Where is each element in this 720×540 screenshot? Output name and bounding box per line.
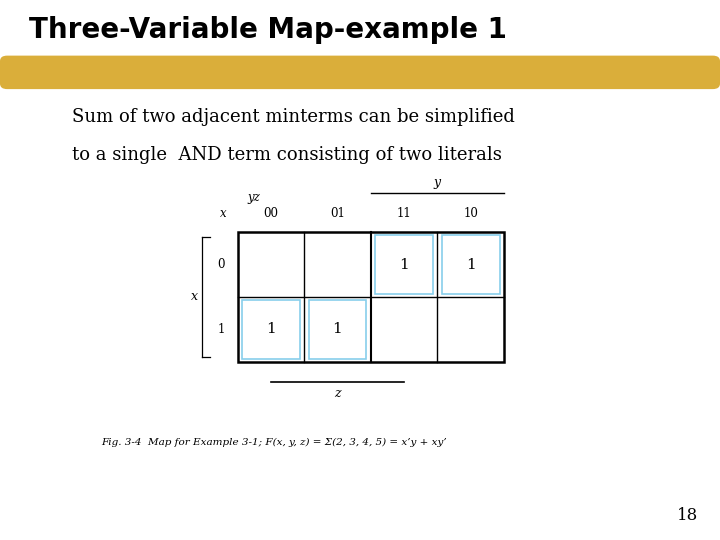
Text: 11: 11 — [397, 207, 411, 220]
Text: Sum of two adjacent minterms can be simplified: Sum of two adjacent minterms can be simp… — [72, 108, 515, 126]
Text: 00: 00 — [264, 207, 279, 220]
Text: Fig. 3-4  Map for Example 3-1; F(x, y, z) = Σ(2, 3, 4, 5) = x’y + xy’: Fig. 3-4 Map for Example 3-1; F(x, y, z)… — [101, 437, 446, 447]
Text: 1: 1 — [333, 322, 343, 336]
Text: 1: 1 — [466, 258, 476, 272]
Text: 1: 1 — [266, 322, 276, 336]
FancyBboxPatch shape — [0, 56, 720, 89]
Bar — [441, 235, 500, 294]
Bar — [242, 300, 300, 359]
Bar — [308, 300, 366, 359]
Text: x: x — [220, 207, 227, 220]
Text: 1: 1 — [399, 258, 409, 272]
Text: yz: yz — [248, 191, 261, 204]
Text: 1: 1 — [217, 323, 225, 336]
Bar — [238, 232, 504, 362]
Text: 18: 18 — [677, 507, 698, 524]
Text: Three-Variable Map-example 1: Three-Variable Map-example 1 — [29, 16, 507, 44]
Text: 10: 10 — [463, 207, 478, 220]
Text: to a single  AND term consisting of two literals: to a single AND term consisting of two l… — [72, 146, 502, 164]
Text: 01: 01 — [330, 207, 345, 220]
Text: x: x — [191, 291, 198, 303]
Text: 0: 0 — [217, 258, 225, 271]
Text: y: y — [434, 176, 441, 189]
Text: z: z — [334, 387, 341, 400]
Bar — [375, 235, 433, 294]
